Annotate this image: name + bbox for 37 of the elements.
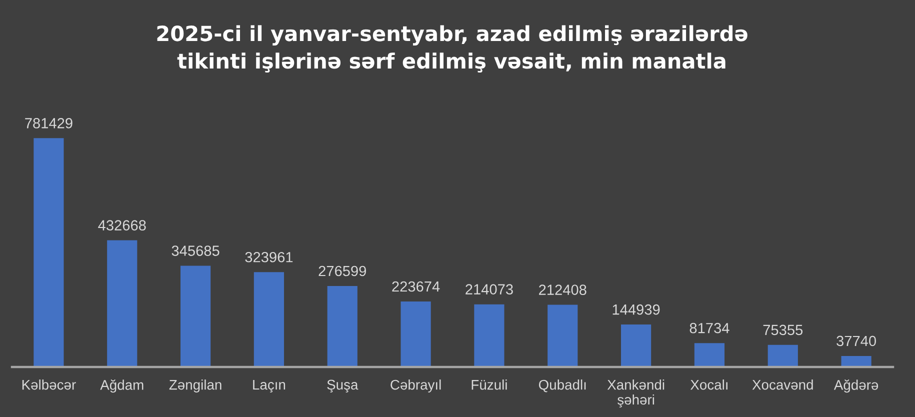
bar — [34, 138, 64, 367]
bar — [474, 304, 504, 367]
bar — [548, 304, 578, 367]
data-label: 781429 — [25, 118, 72, 128]
x-tick-label: Zəngilan — [169, 380, 222, 392]
data-label: 276599 — [318, 266, 366, 276]
x-tick-label: Ağdam — [100, 380, 144, 393]
x-tick-label: Laçın — [253, 380, 286, 392]
data-label: 37740 — [836, 336, 876, 346]
data-label: 323961 — [245, 252, 293, 262]
x-tick-label: Cəbrayıl — [390, 380, 441, 392]
x-tick-label: Kəlbəcər — [22, 380, 76, 390]
data-label: 81734 — [690, 322, 730, 334]
data-label: 214073 — [466, 284, 513, 294]
bar — [620, 324, 652, 367]
bar — [327, 286, 358, 367]
chart-title: 2025-ci il yanvar-sentyabr, azad edilmiş ərazilərdə tikinti işlərinə sərf edilmiş vəsait, min manatla — [157, 25, 748, 73]
x-tick-label: Qubadlı — [538, 380, 586, 392]
data-label: 144939 — [612, 304, 660, 315]
x-tick-label: Füzuli — [472, 380, 507, 390]
x-tick-label: Xocavənd — [752, 380, 813, 390]
bar — [768, 344, 798, 367]
bar — [107, 240, 138, 367]
bar — [400, 302, 431, 367]
x-tick-label: Xankəndi şəhəri — [607, 380, 664, 408]
x-tick-label: Şuşa — [327, 380, 358, 392]
data-label: 223674 — [392, 281, 440, 292]
bar — [254, 272, 284, 367]
x-tick-label: Xocalı — [690, 380, 728, 390]
bar — [180, 266, 211, 367]
data-label: 75355 — [763, 324, 803, 336]
data-label: 432668 — [98, 220, 146, 230]
bar — [694, 343, 725, 367]
x-tick-label: Ağdərə — [834, 380, 878, 393]
data-label: 212408 — [539, 284, 586, 295]
bar — [841, 356, 872, 367]
data-label: 345685 — [172, 246, 220, 256]
